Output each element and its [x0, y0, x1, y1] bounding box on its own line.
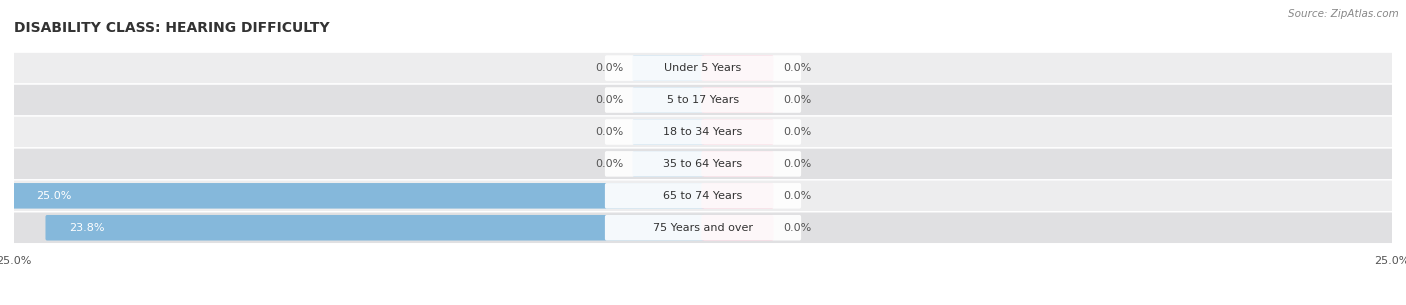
Text: 23.8%: 23.8% — [69, 223, 104, 233]
FancyBboxPatch shape — [13, 148, 1393, 180]
Text: 0.0%: 0.0% — [783, 63, 811, 73]
FancyBboxPatch shape — [13, 183, 704, 209]
FancyBboxPatch shape — [13, 116, 1393, 148]
Text: Source: ZipAtlas.com: Source: ZipAtlas.com — [1288, 9, 1399, 19]
Text: 0.0%: 0.0% — [783, 159, 811, 169]
FancyBboxPatch shape — [702, 55, 773, 81]
FancyBboxPatch shape — [702, 119, 773, 145]
Text: 35 to 64 Years: 35 to 64 Years — [664, 159, 742, 169]
FancyBboxPatch shape — [702, 151, 773, 177]
Text: 75 Years and over: 75 Years and over — [652, 223, 754, 233]
Text: Under 5 Years: Under 5 Years — [665, 63, 741, 73]
Text: 0.0%: 0.0% — [595, 159, 623, 169]
FancyBboxPatch shape — [605, 55, 801, 81]
Text: 0.0%: 0.0% — [595, 127, 623, 137]
FancyBboxPatch shape — [702, 87, 773, 113]
FancyBboxPatch shape — [605, 87, 801, 113]
FancyBboxPatch shape — [13, 84, 1393, 116]
FancyBboxPatch shape — [605, 119, 801, 145]
FancyBboxPatch shape — [13, 212, 1393, 244]
Text: DISABILITY CLASS: HEARING DIFFICULTY: DISABILITY CLASS: HEARING DIFFICULTY — [14, 21, 329, 35]
FancyBboxPatch shape — [633, 87, 704, 113]
Text: 0.0%: 0.0% — [783, 127, 811, 137]
Text: 0.0%: 0.0% — [783, 191, 811, 201]
Text: 0.0%: 0.0% — [783, 95, 811, 105]
FancyBboxPatch shape — [605, 151, 801, 177]
FancyBboxPatch shape — [702, 215, 773, 241]
FancyBboxPatch shape — [633, 55, 704, 81]
Text: 5 to 17 Years: 5 to 17 Years — [666, 95, 740, 105]
Text: 0.0%: 0.0% — [595, 63, 623, 73]
FancyBboxPatch shape — [605, 215, 801, 241]
FancyBboxPatch shape — [13, 52, 1393, 84]
FancyBboxPatch shape — [633, 151, 704, 177]
Text: 18 to 34 Years: 18 to 34 Years — [664, 127, 742, 137]
FancyBboxPatch shape — [13, 180, 1393, 212]
Text: 0.0%: 0.0% — [595, 95, 623, 105]
FancyBboxPatch shape — [605, 183, 801, 209]
Text: 0.0%: 0.0% — [783, 223, 811, 233]
Text: 65 to 74 Years: 65 to 74 Years — [664, 191, 742, 201]
Text: 25.0%: 25.0% — [37, 191, 72, 201]
FancyBboxPatch shape — [45, 215, 704, 241]
FancyBboxPatch shape — [633, 119, 704, 145]
FancyBboxPatch shape — [702, 183, 773, 209]
